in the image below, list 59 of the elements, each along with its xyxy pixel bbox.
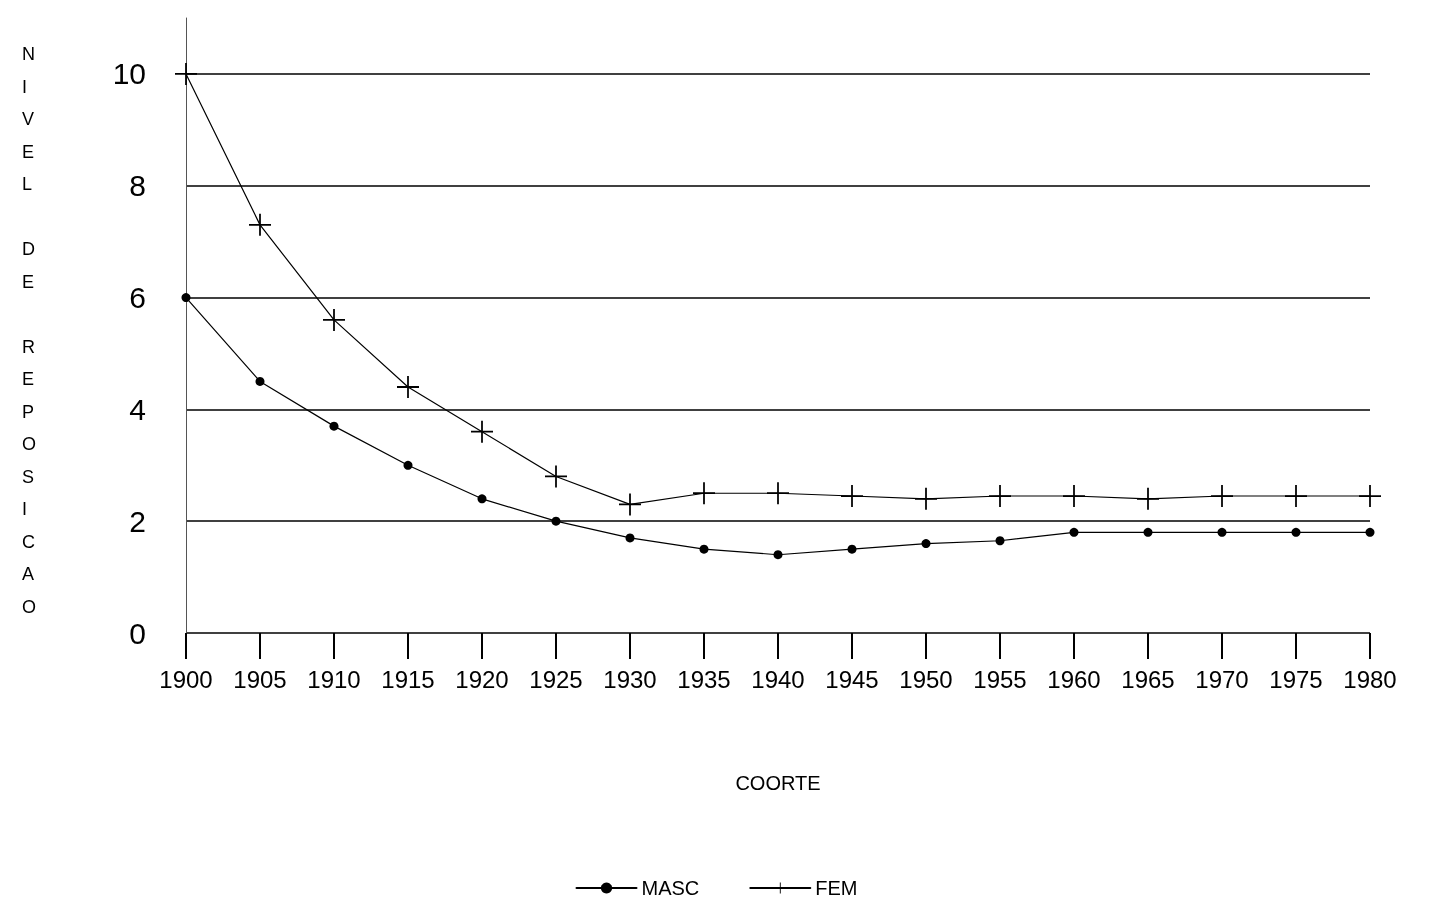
- x-tick-label: 1920: [455, 665, 509, 693]
- point: [1285, 485, 1307, 508]
- point: [989, 485, 1011, 508]
- y-tick-label: 4: [129, 392, 146, 426]
- x-tick-label: 1900: [159, 665, 213, 693]
- x-tick-label: 1935: [677, 665, 731, 693]
- y-tick-label: 2: [129, 504, 146, 538]
- point: [1291, 527, 1301, 537]
- point: [625, 533, 635, 543]
- point: [1069, 527, 1079, 537]
- point: [1137, 487, 1159, 510]
- point: [1217, 527, 1227, 537]
- x-tick-label: 1905: [233, 665, 287, 693]
- point: [767, 482, 789, 505]
- point: [1143, 527, 1153, 537]
- x-tick-label: 1915: [381, 665, 435, 693]
- x-tick-label: 1950: [899, 665, 953, 693]
- point: [255, 376, 265, 386]
- x-tick-label: 1910: [307, 665, 361, 693]
- point: [773, 550, 783, 560]
- x-tick-label: 1930: [603, 665, 657, 693]
- x-tick-label: 1980: [1343, 665, 1397, 693]
- point: [403, 460, 413, 470]
- point: [693, 482, 715, 505]
- x-axis-title: COORTE: [735, 772, 821, 794]
- x-tick-label: 1940: [751, 665, 805, 693]
- x-tick-label: 1970: [1195, 665, 1249, 693]
- point: [847, 544, 857, 554]
- x-tick-label: 1945: [825, 665, 879, 693]
- point: [699, 544, 709, 554]
- x-tick-label: 1975: [1269, 665, 1323, 693]
- point: [397, 376, 419, 398]
- point: [477, 494, 487, 504]
- point: [249, 213, 271, 236]
- point: [329, 421, 339, 431]
- point: [921, 539, 931, 549]
- y-tick-label: 8: [129, 169, 146, 203]
- point: [323, 308, 345, 331]
- point: [175, 62, 197, 85]
- point: [1211, 485, 1233, 508]
- y-tick-label: 0: [129, 616, 146, 650]
- x-tick-label: 1955: [973, 665, 1027, 693]
- point: [915, 487, 937, 510]
- text: NIVEL DE REPOSICAO: [22, 44, 37, 617]
- point: [841, 485, 863, 508]
- x-tick-label: 1925: [529, 665, 583, 693]
- point: [995, 536, 1005, 546]
- point: [1063, 485, 1085, 508]
- point: [1365, 527, 1375, 537]
- legend-label: MASC: [641, 877, 700, 899]
- point: [551, 516, 561, 526]
- legend-label: FEM: [815, 877, 858, 899]
- y-tick-label: 10: [112, 57, 146, 91]
- x-tick-label: 1960: [1047, 665, 1101, 693]
- y-tick-label: 6: [129, 281, 146, 315]
- point: [181, 293, 191, 303]
- point: [471, 420, 493, 443]
- x-tick-label: 1965: [1121, 665, 1175, 693]
- point: [1359, 485, 1381, 508]
